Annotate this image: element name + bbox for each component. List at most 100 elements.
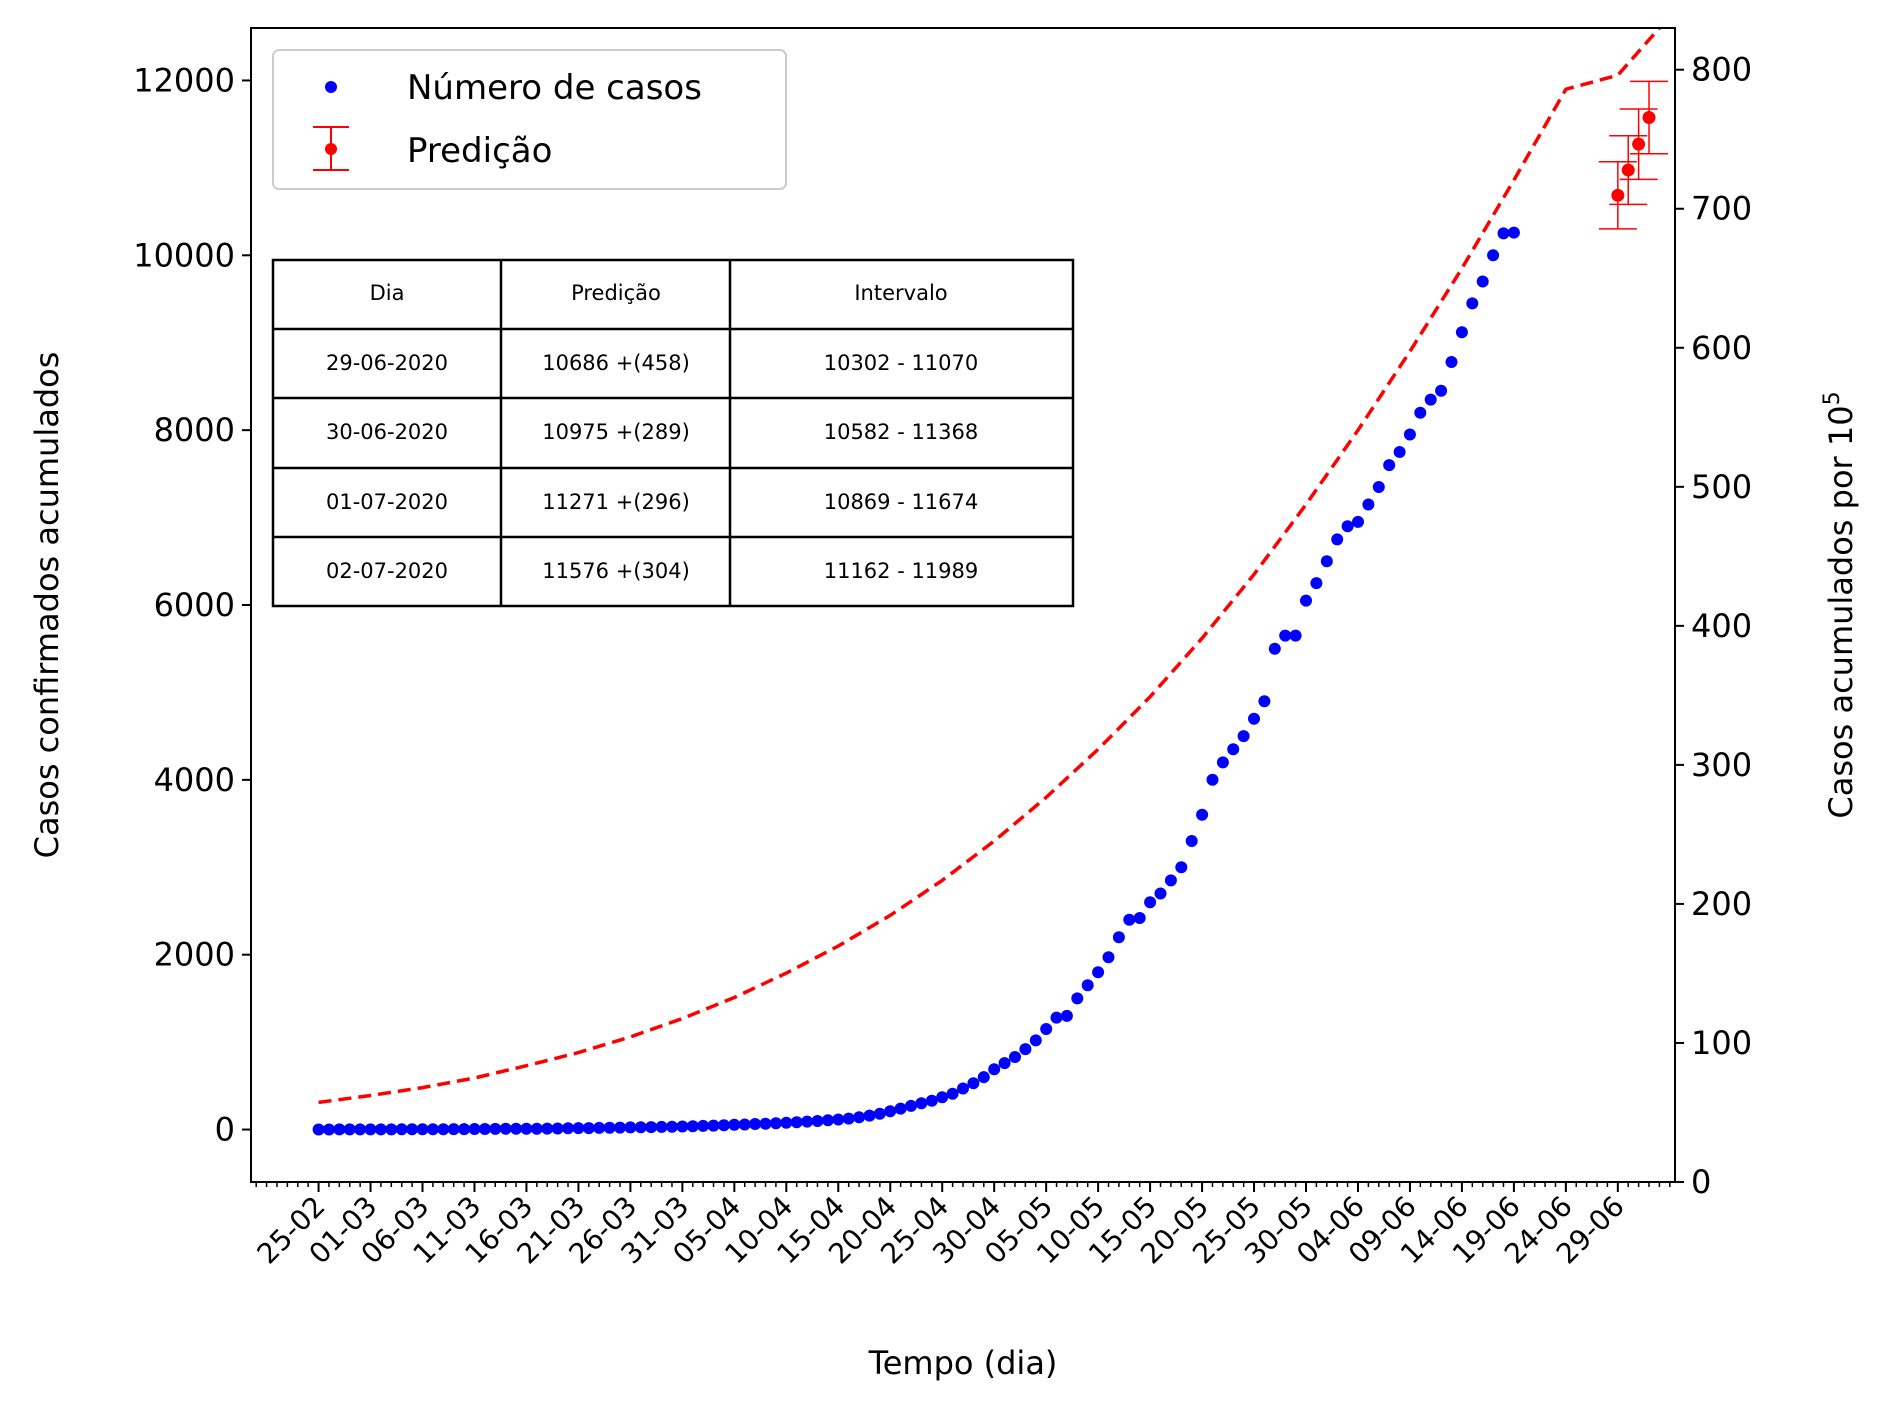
observed-point <box>1393 446 1406 458</box>
observed-point <box>1112 931 1125 944</box>
observed-point <box>1102 951 1115 964</box>
observed-point <box>624 1121 637 1134</box>
left-y-axis: 0 2000 4000 6000 8000 10000 12000 <box>133 61 251 1149</box>
observed-point <box>1196 808 1209 821</box>
observed-point <box>603 1121 616 1134</box>
observed-point <box>374 1123 387 1136</box>
observed-point <box>1476 275 1489 288</box>
right-y-axis-label: Casos acumulados por 105 <box>1820 391 1860 818</box>
observed-point <box>1164 874 1177 887</box>
fit-curve-layer <box>318 26 1661 1105</box>
observed-point <box>489 1122 502 1135</box>
observed-point <box>499 1122 512 1135</box>
observed-point <box>323 1123 335 1136</box>
right-y-tick-label: 700 <box>1691 190 1752 228</box>
observed-point <box>1320 555 1333 568</box>
observed-point <box>957 1082 969 1095</box>
observed-point <box>354 1123 367 1136</box>
observed-point <box>1019 1043 1032 1056</box>
observed-point <box>562 1122 574 1135</box>
observed-point <box>1445 356 1458 368</box>
observed-point <box>593 1121 606 1134</box>
observed-point <box>780 1116 793 1129</box>
right-y-tick-label: 500 <box>1691 468 1752 506</box>
observed-point <box>1123 913 1136 926</box>
prediction-marker <box>1621 163 1635 177</box>
observed-point <box>426 1123 439 1136</box>
observed-point <box>821 1114 834 1127</box>
observed-point <box>749 1118 762 1130</box>
observed-point <box>998 1057 1011 1070</box>
prediction-marker <box>1642 111 1656 125</box>
legend-box <box>272 49 787 190</box>
observed-point <box>437 1123 450 1136</box>
right-y-axis-label-exponent: 5 <box>1820 391 1845 405</box>
table-cell: 29-06-2020 <box>326 351 448 375</box>
observed-point <box>666 1120 678 1133</box>
left-y-tick-label: 2000 <box>154 936 235 974</box>
observed-point <box>1185 835 1198 847</box>
table-border <box>271 258 1075 608</box>
observed-point <box>759 1117 772 1130</box>
observed-point <box>1331 533 1344 546</box>
observed-point <box>447 1123 460 1136</box>
observed-point <box>1206 773 1219 786</box>
observed-point <box>1258 695 1271 708</box>
left-y-tick-label: 12000 <box>133 61 235 99</box>
right-y-tick-label: 600 <box>1691 329 1752 367</box>
observed-point <box>790 1116 803 1129</box>
left-y-tick-label: 0 <box>215 1111 235 1149</box>
observed-point <box>541 1122 554 1135</box>
observed-point <box>801 1115 814 1128</box>
observed-point <box>1154 887 1167 900</box>
observed-point <box>634 1121 647 1134</box>
observed-point <box>1050 1011 1063 1024</box>
observed-point <box>853 1111 866 1124</box>
right-y-tick-label: 400 <box>1691 607 1752 645</box>
observed-point <box>1060 1009 1073 1022</box>
observed-point <box>832 1113 845 1126</box>
observed-point <box>977 1071 990 1084</box>
observed-point <box>1216 756 1229 769</box>
legend: Número de casos Predição <box>272 49 787 190</box>
right-y-tick-label: 800 <box>1691 51 1752 89</box>
table-cell: 11162 - 11989 <box>824 559 979 583</box>
observed-point <box>707 1119 720 1132</box>
legend-observed-label: Número de casos <box>407 68 702 108</box>
right-y-axis: 0 100 200 300 400 500 600 700 800 <box>1675 51 1752 1201</box>
observed-point <box>645 1121 658 1134</box>
table-cell: 11576 +(304) <box>542 559 690 583</box>
table-header-intervalo: Intervalo <box>854 281 947 305</box>
x-axis-label: Tempo (dia) <box>868 1344 1058 1382</box>
observed-point <box>1466 297 1479 310</box>
observed-point <box>676 1120 689 1133</box>
left-y-tick-label: 8000 <box>154 411 235 449</box>
observed-point <box>946 1087 959 1100</box>
right-y-tick-label: 200 <box>1691 885 1752 923</box>
table-cell: 10869 - 11674 <box>824 490 979 514</box>
table-grid <box>273 260 1073 606</box>
table-cell: 30-06-2020 <box>326 420 448 444</box>
prediction-table: Dia Predição Intervalo 29-06-2020 10686 … <box>271 258 1075 608</box>
observed-points-layer <box>312 226 1520 1136</box>
prediction-marker <box>1611 188 1625 202</box>
observed-point <box>395 1123 408 1136</box>
observed-point <box>1310 577 1323 590</box>
legend-prediction-label: Predição <box>407 131 552 171</box>
observed-point <box>458 1123 471 1136</box>
observed-point <box>925 1094 938 1107</box>
observed-point <box>582 1122 595 1135</box>
observed-point <box>1029 1034 1042 1047</box>
table-header-predicao: Predição <box>571 281 661 305</box>
observed-point <box>1455 326 1468 339</box>
observed-point <box>1040 1023 1053 1035</box>
observed-point <box>333 1123 346 1136</box>
left-y-tick-label: 4000 <box>154 761 235 799</box>
observed-point <box>406 1123 419 1136</box>
observed-point <box>1248 712 1260 725</box>
left-y-tick-label: 10000 <box>133 236 235 274</box>
right-y-tick-label: 300 <box>1691 746 1752 784</box>
observed-point <box>1435 384 1448 397</box>
table-cell: 10302 - 11070 <box>824 351 979 375</box>
right-y-axis-label-text: Casos acumulados por 10 <box>1822 405 1860 818</box>
